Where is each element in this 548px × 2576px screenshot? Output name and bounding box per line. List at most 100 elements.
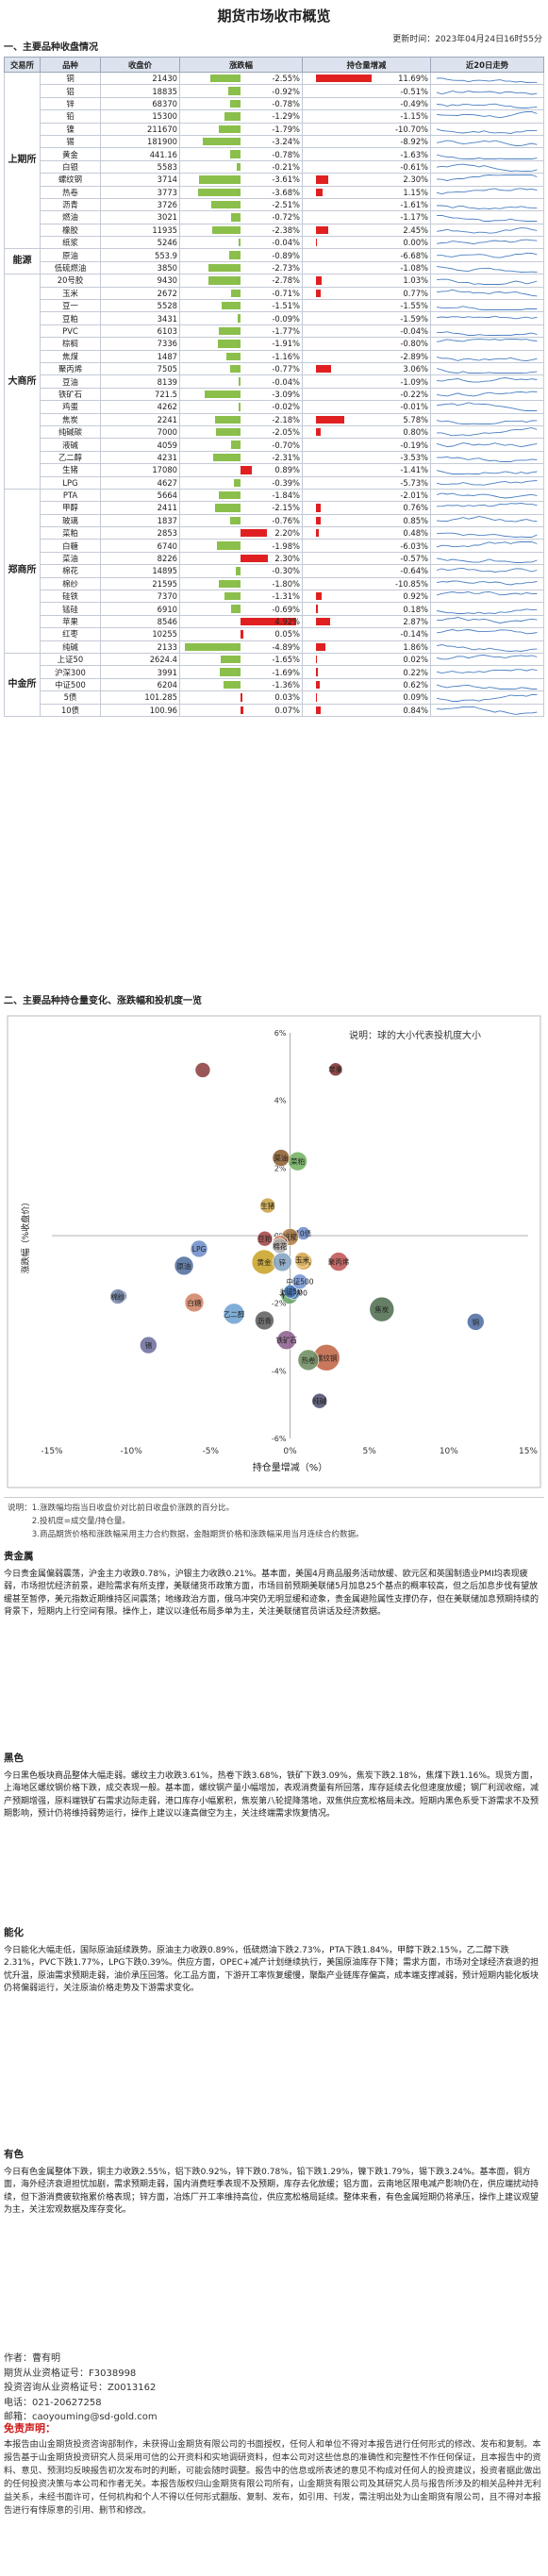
table-row: 甲醇 2411 -2.15% 0.76% [5,501,544,515]
change-value: -2.51% [272,200,300,210]
close-price: 5246 [100,236,180,250]
trend-sparkline [430,690,544,705]
table-row: 纸浆 5246 -0.04% 0.00% [5,236,544,250]
holding-bar [316,427,321,437]
bubble-中证500 [291,1273,308,1290]
holding-cell: 1.03% [302,274,431,288]
holding-bar [316,642,326,651]
change-bar [238,403,241,411]
holding-value: -0.01% [400,402,428,412]
note-line: 2.投机度=成交量/持仓量。 [8,1517,131,1526]
commentary-text: 今日黑色板块商品整体大幅走弱。螺纹主力收跌3.61%，热卷下跌3.68%，铁矿下… [4,1771,540,1819]
holding-bar [316,605,318,613]
bubble-玉米 [294,1252,310,1268]
disclaimer-title: 免责声明： [4,2422,56,2435]
sparkline-path [436,684,538,690]
change-cell: -1.98% [179,539,303,553]
product-name: 黄金 [40,147,101,161]
trend-sparkline [430,526,544,540]
trend-sparkline [430,602,544,616]
holding-cell: -0.80% [302,337,431,351]
holding-cell: 0.22% [302,665,431,679]
close-price: 5528 [100,299,180,313]
close-price: 7505 [100,361,180,376]
bubble-label: 沥青 [257,1316,272,1325]
product-name: 铝 [40,84,101,98]
product-name: 纸浆 [40,236,101,250]
bubble-菜油 [272,1149,291,1167]
table-row: 玻璃 1837 -0.76% 0.85% [5,513,544,528]
sparkline-path [436,163,538,172]
change-bar [241,617,297,626]
bubble-豆粕 [257,1230,274,1247]
close-price: 7370 [100,590,180,604]
change-cell: -2.05% [179,424,303,440]
holding-cell: 0.09% [302,690,431,705]
change-bar [205,390,241,399]
product-name: 中证500 [40,677,101,692]
change-cell: -3.61% [179,173,303,187]
holding-cell: 0.62% [302,677,431,692]
sparkline-path [436,492,538,499]
holding-value: 0.00% [403,238,428,248]
holding-bar [316,175,328,184]
commentary-title: 贵金属 [4,1551,34,1562]
commentary-title: 有色 [4,2149,24,2160]
holding-value: -6.68% [400,250,428,260]
trend-sparkline [430,122,544,136]
close-price: 211670 [100,122,180,136]
product-name: 橡胶 [40,223,101,238]
bubble-label: 白糖 [187,1298,201,1307]
product-name: 上证50 [40,652,101,667]
sparkline-path [436,339,538,343]
table-row: 镍 211670 -1.79% -10.70% [5,122,544,136]
trend-sparkline [430,551,544,566]
commentary-title: 能化 [4,1927,24,1938]
close-price: 101.285 [100,690,180,705]
bubble-label: 菜油 [274,1154,288,1163]
product-name: 沪深300 [40,665,101,679]
close-price: 6103 [100,324,180,339]
change-value: -4.89% [272,641,300,652]
product-name: 液碱 [40,438,101,452]
bubble-label: 棉纱 [110,1292,125,1302]
update-time: 更新时间：2023年04月24日16时55分 [392,35,542,44]
holding-value: -8.92% [400,137,428,147]
table-row: 锰硅 6910 -0.69% 0.18% [5,602,544,616]
table-row: 螺纹钢 3714 -3.61% 2.30% [5,173,544,187]
section1-header: 一、主要品种收盘情况 [0,42,548,55]
change-value: -0.71% [272,288,300,298]
holding-value: -10.85% [395,578,428,589]
holding-cell: -2.89% [302,349,431,363]
holding-cell: 0.00% [302,236,431,250]
close-price: 181900 [100,134,180,149]
product-name: 棉纱 [40,576,101,591]
trend-sparkline [430,147,544,161]
bubble-label: 聚丙烯 [328,1257,350,1267]
change-value: -3.61% [272,175,300,185]
holding-cell: -2.01% [302,488,431,503]
sparkline-path [436,356,538,361]
trend-sparkline [430,159,544,175]
change-value: -0.70% [272,440,300,450]
holding-value: 0.84% [403,705,428,715]
table-row: 5债 101.285 0.03% 0.09% [5,690,544,705]
change-cell: 0.03% [179,690,303,705]
trend-sparkline [430,513,544,528]
product-name: 硅铁 [40,590,101,604]
change-cell: 4.92% [179,614,303,629]
bubble-label: 螺纹钢 [316,1353,338,1362]
product-name: 20号胶 [40,274,101,288]
close-price: 2624.4 [100,652,180,667]
product-name: 镍 [40,122,101,136]
bubble-原油 [174,1255,194,1276]
sparkline-path [436,188,538,194]
sparkline-path [436,441,538,447]
holding-cell: 0.84% [302,703,431,717]
author-email: 邮箱：caoyouming@sd-gold.com [4,2412,158,2422]
sparkline-path [436,643,538,652]
product-name: 锡 [40,134,101,149]
change-bar [241,466,253,474]
holding-cell: 1.15% [302,185,431,199]
bubble-point [194,1062,211,1078]
